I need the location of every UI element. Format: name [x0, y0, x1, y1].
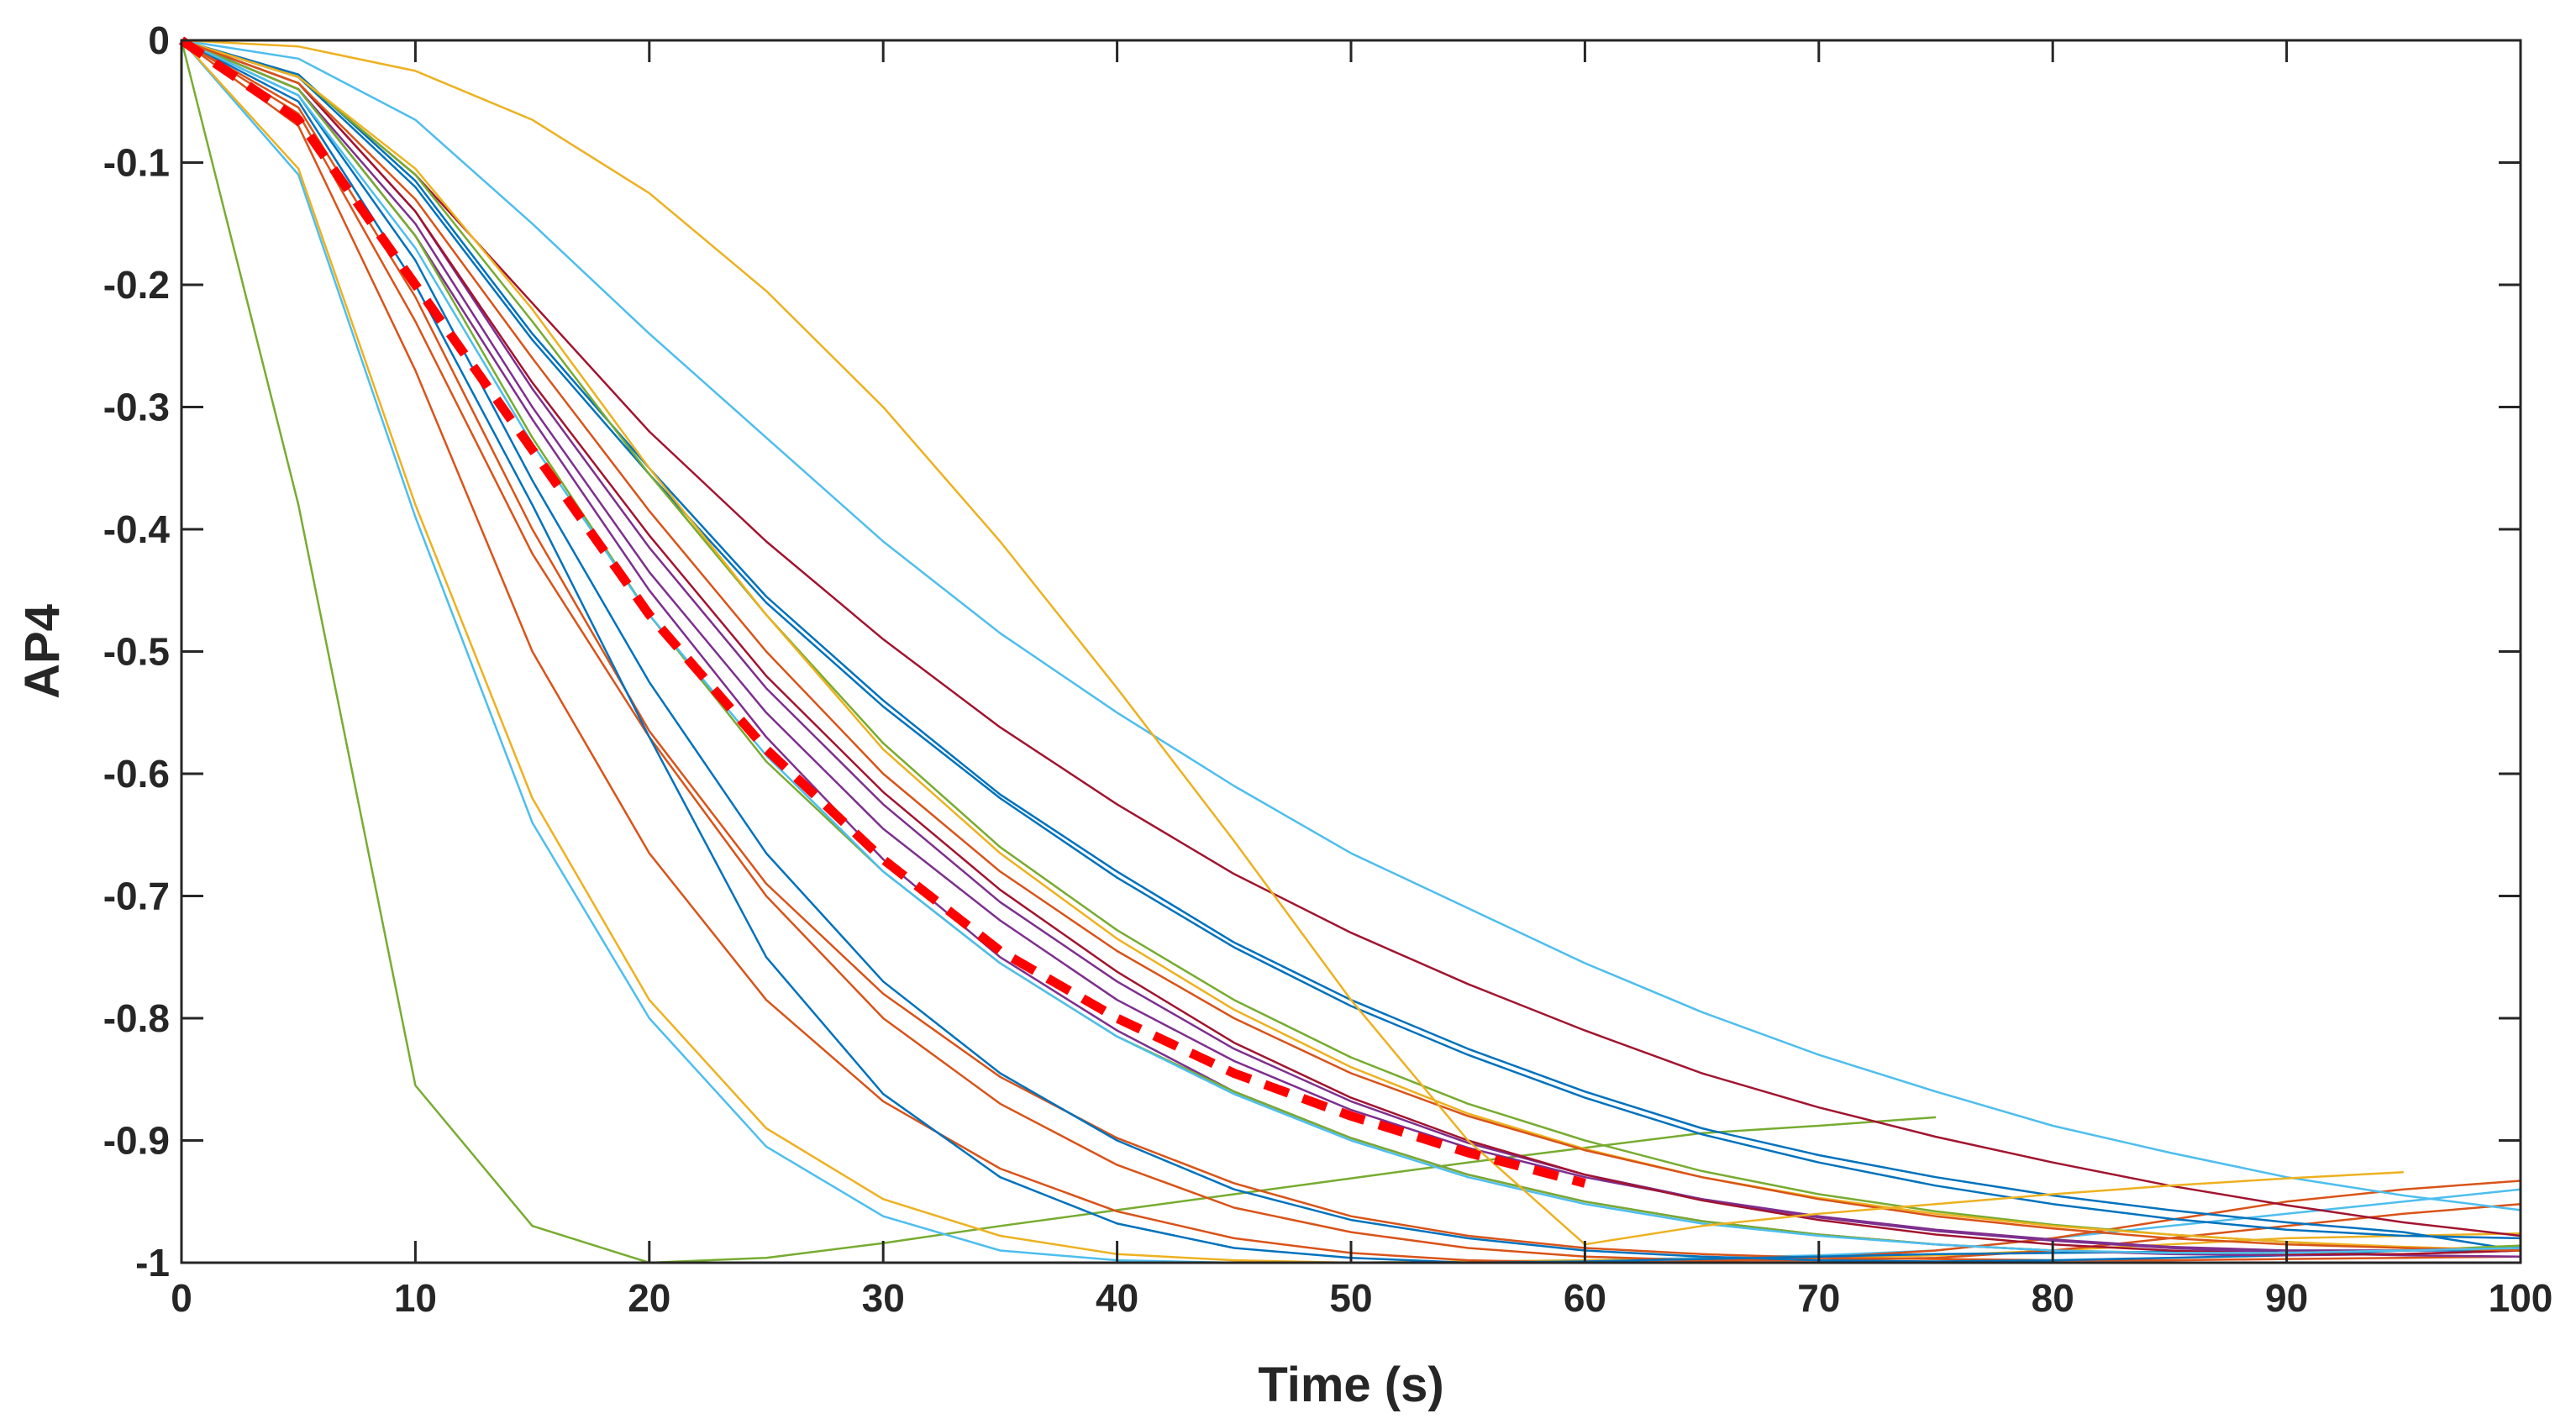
x-tick-label: 70	[1797, 1276, 1840, 1320]
series-line-maroon-slow	[181, 39, 2521, 1237]
plot-area	[181, 40, 2521, 1263]
x-axis-title: Time (s)	[1258, 1358, 1443, 1412]
y-tick-label: -0.7	[103, 875, 170, 918]
series-line-orange-2	[181, 39, 2521, 1262]
series-layer	[178, 36, 2521, 1264]
y-tick-label: -0.3	[103, 386, 170, 429]
series-line-purple-3	[181, 39, 2521, 1258]
series-line-fast-green	[180, 39, 1937, 1264]
series-line-magenta-1	[181, 39, 2521, 1256]
x-tick-label: 30	[862, 1276, 905, 1320]
y-tick-label: -0.2	[103, 263, 170, 307]
y-tick-label: 0	[148, 18, 170, 62]
x-tick-label: 90	[2265, 1276, 2308, 1320]
x-tick-label: 20	[628, 1276, 670, 1320]
series-line-cyan-slow	[181, 39, 2521, 1211]
y-tick-label: -0.6	[103, 752, 170, 796]
y-tick-label: -0.4	[103, 507, 171, 551]
ticks-layer: 0 10 20 30 40 50 60 70 80 90 100 0 -0.1 -0.2 -0.3 -0.4 -…	[103, 18, 2553, 1320]
x-tick-label: 0	[171, 1276, 192, 1320]
y-tick-label: -0.9	[103, 1119, 170, 1163]
x-tick-label: 50	[1329, 1276, 1372, 1320]
x-tick-label: 10	[394, 1276, 437, 1320]
y-tick-label: -0.5	[103, 630, 170, 674]
series-line-orange-3	[181, 39, 2521, 1262]
series-line-yellow-mid	[181, 39, 2521, 1252]
x-tick-label: 60	[1564, 1276, 1606, 1320]
series-line-yellow-sigmoid	[181, 39, 2404, 1246]
series-line-blue-2	[181, 39, 2521, 1263]
series-line-blue-3	[181, 39, 2521, 1240]
y-tick-label: -0.8	[103, 996, 170, 1040]
series-line-purple-2	[181, 39, 2521, 1252]
y-tick-label: -1	[135, 1241, 170, 1285]
series-line-mean	[178, 36, 1586, 1188]
y-tick-label: -0.1	[103, 141, 170, 185]
x-tick-label: 40	[1096, 1276, 1138, 1320]
x-tick-label: 100	[2489, 1276, 2553, 1320]
series-line-orange-mid	[181, 39, 2521, 1252]
x-tick-label: 80	[2032, 1276, 2074, 1320]
y-axis-title: AP4	[15, 604, 70, 699]
